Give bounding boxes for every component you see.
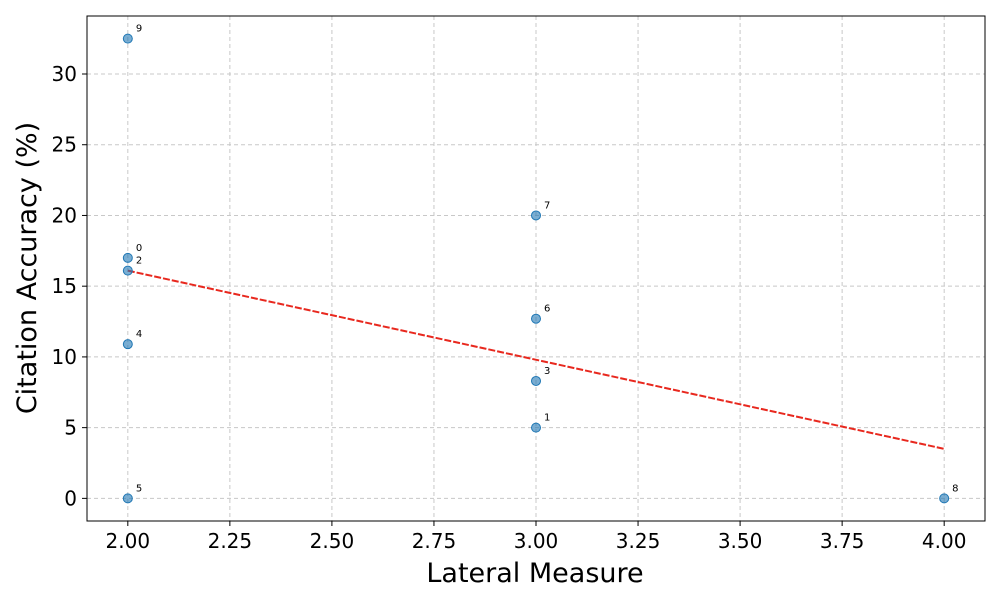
y-axis-label: Citation Accuracy (%) <box>12 122 43 414</box>
x-axis-ticks: 2.00 2.25 2.50 2.75 3.00 3.25 3.50 3.75 4.00 <box>106 521 967 553</box>
x-tick-label: 3.00 <box>514 529 559 553</box>
data-point <box>122 252 133 263</box>
data-point <box>531 210 541 221</box>
point-label: 5 <box>136 483 142 494</box>
data-point <box>531 313 541 324</box>
point-label: 3 <box>544 366 550 377</box>
trend-line-layer <box>127 269 945 450</box>
data-point <box>122 339 133 350</box>
point-label: 8 <box>952 483 958 494</box>
y-axis-ticks: 0 5 10 15 20 25 30 <box>52 62 87 510</box>
point-label: 4 <box>136 329 142 340</box>
x-tick-label: 2.25 <box>208 529 253 553</box>
y-tick-label: 0 <box>64 486 77 510</box>
grid <box>87 16 985 521</box>
data-point <box>531 375 541 386</box>
x-tick-label: 3.25 <box>616 529 661 553</box>
point-label: 0 <box>136 243 142 254</box>
point-label: 6 <box>544 304 550 315</box>
data-point <box>122 33 133 44</box>
data-point <box>939 493 950 504</box>
data-point <box>122 493 133 504</box>
x-tick-label: 2.75 <box>412 529 457 553</box>
y-tick-label: 15 <box>52 274 77 298</box>
point-labels: 0 1 2 3 4 5 6 7 8 9 <box>136 24 959 495</box>
x-tick-label: 3.50 <box>718 529 763 553</box>
y-tick-label: 20 <box>52 203 77 227</box>
data-point <box>531 422 541 433</box>
trend-line <box>127 269 945 450</box>
data-point <box>122 265 133 276</box>
point-label: 2 <box>136 256 142 267</box>
y-tick-label: 10 <box>52 345 77 369</box>
y-tick-label: 30 <box>52 62 77 86</box>
point-label: 9 <box>136 24 142 35</box>
point-label: 1 <box>544 413 550 424</box>
x-tick-label: 2.00 <box>106 529 151 553</box>
x-tick-label: 4.00 <box>922 529 967 553</box>
x-tick-label: 3.75 <box>820 529 865 553</box>
data-points <box>122 33 950 504</box>
y-tick-label: 25 <box>52 133 77 157</box>
x-axis-label: Lateral Measure <box>426 558 643 589</box>
x-tick-label: 2.50 <box>310 529 355 553</box>
y-tick-label: 5 <box>64 416 77 440</box>
point-label: 7 <box>544 200 550 211</box>
